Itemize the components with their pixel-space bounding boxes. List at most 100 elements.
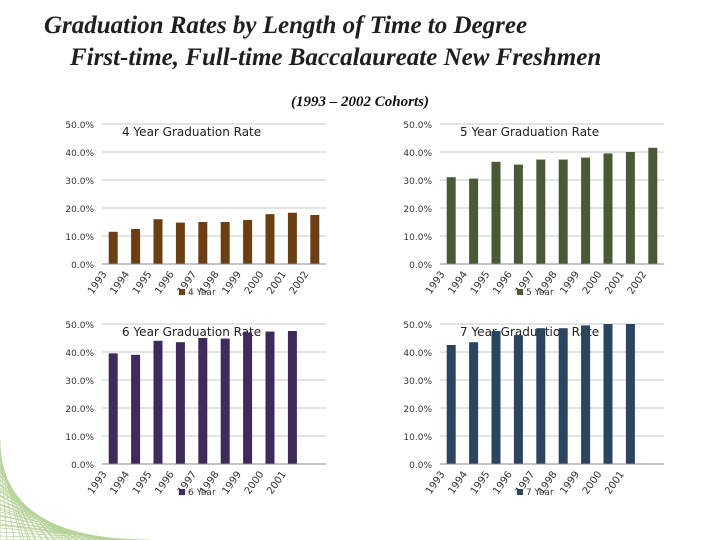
legend-swatch: [179, 489, 185, 495]
bar: [287, 331, 297, 464]
bar: [310, 215, 320, 264]
x-tick-label: 1994: [108, 269, 132, 296]
x-tick-label: 1995: [131, 469, 155, 496]
bar: [243, 220, 253, 264]
bar: [265, 331, 275, 464]
y-tick-label: 50.0%: [403, 121, 432, 131]
x-tick-label: 2000: [243, 469, 267, 496]
legend-swatch: [517, 289, 523, 295]
bar: [108, 231, 118, 264]
y-tick-label: 0.0%: [409, 461, 432, 471]
x-tick-label: 1999: [558, 269, 582, 296]
x-tick-label: 1993: [424, 469, 448, 496]
page-title-line-1: Graduation Rates by Length of Time to De…: [44, 12, 528, 39]
bar: [153, 340, 163, 464]
x-tick-label: 1993: [86, 469, 110, 496]
y-tick-label: 0.0%: [71, 461, 94, 471]
bar: [536, 328, 546, 464]
y-tick-label: 30.0%: [65, 377, 94, 387]
x-tick-label: 1996: [491, 469, 515, 496]
x-tick-label: 2001: [265, 469, 289, 496]
page-subtitle: (1993 – 2002 Cohorts): [291, 94, 429, 110]
x-tick-label: 1993: [86, 269, 110, 296]
x-tick-label: 1994: [108, 469, 132, 496]
x-tick-label: 2002: [626, 269, 650, 296]
chart-title: 6 Year Graduation Rate: [122, 325, 261, 339]
bar: [648, 147, 658, 264]
bar: [175, 342, 185, 464]
bar: [469, 342, 479, 464]
bar: [603, 153, 613, 264]
y-tick-label: 50.0%: [65, 321, 94, 331]
x-tick-label: 2002: [288, 269, 312, 296]
bar: [491, 161, 501, 264]
bar: [153, 219, 163, 264]
y-tick-label: 40.0%: [403, 149, 432, 159]
y-tick-label: 30.0%: [65, 177, 94, 187]
bar: [131, 354, 141, 464]
y-tick-label: 30.0%: [403, 177, 432, 187]
bar: [243, 332, 253, 464]
x-tick-label: 1994: [446, 269, 470, 296]
y-tick-label: 40.0%: [65, 149, 94, 159]
y-tick-label: 50.0%: [403, 321, 432, 331]
y-tick-label: 20.0%: [65, 405, 94, 415]
bar: [603, 324, 613, 464]
chart-title: 7 Year Graduation Rate: [460, 325, 599, 339]
bar: [446, 177, 456, 264]
legend-label: 7 Year: [526, 488, 554, 498]
x-tick-label: 1999: [220, 469, 244, 496]
chart-6-year: 0.0% 10.0% 20.0% 30.0% 40.0% 50.0% 6 Year Grad…: [40, 312, 340, 504]
bar: [220, 338, 230, 464]
legend-label: 5 Year: [526, 288, 554, 298]
x-tick-label: 1996: [491, 269, 515, 296]
chart-5-year: 0.0% 10.0% 20.0% 30.0% 40.0% 50.0% 5 Year Grad…: [378, 112, 678, 304]
y-tick-label: 0.0%: [71, 261, 94, 271]
bar: [558, 328, 568, 464]
bar: [446, 345, 456, 464]
y-tick-label: 20.0%: [65, 205, 94, 215]
bar: [131, 229, 141, 264]
chart-title: 4 Year Graduation Rate: [122, 125, 261, 139]
x-tick-label: 1999: [558, 469, 582, 496]
x-tick-label: 1995: [469, 469, 493, 496]
x-tick-label: 1996: [153, 469, 177, 496]
bar: [513, 335, 523, 464]
bar: [469, 178, 479, 264]
legend-swatch: [179, 289, 185, 295]
bar: [581, 325, 591, 464]
y-tick-label: 10.0%: [403, 233, 432, 243]
x-tick-label: 1993: [424, 269, 448, 296]
y-tick-label: 50.0%: [65, 121, 94, 131]
bar: [198, 222, 208, 264]
x-tick-label: 2000: [581, 469, 605, 496]
y-tick-label: 20.0%: [403, 405, 432, 415]
y-tick-label: 40.0%: [403, 349, 432, 359]
y-tick-label: 20.0%: [403, 205, 432, 215]
x-tick-label: 2000: [243, 269, 267, 296]
x-tick-label: 1999: [220, 269, 244, 296]
page-title-line-2: First-time, Full-time Baccalaureate New …: [70, 44, 602, 71]
bar: [491, 331, 501, 464]
x-tick-label: 2001: [603, 269, 627, 296]
bar: [108, 353, 118, 464]
bar: [287, 212, 297, 264]
x-tick-label: 1996: [153, 269, 177, 296]
x-tick-label: 1995: [131, 269, 155, 296]
legend-swatch: [517, 489, 523, 495]
bar: [220, 222, 230, 264]
y-tick-label: 30.0%: [403, 377, 432, 387]
y-tick-label: 10.0%: [65, 233, 94, 243]
bar: [558, 159, 568, 264]
bar: [513, 164, 523, 264]
y-tick-label: 10.0%: [403, 433, 432, 443]
x-tick-label: 1995: [469, 269, 493, 296]
bar: [625, 152, 635, 264]
chart-4-year: 0.0% 10.0% 20.0% 30.0% 40.0% 50.0% 4 Year Grad…: [40, 112, 340, 304]
bar: [198, 338, 208, 464]
y-tick-label: 0.0%: [409, 261, 432, 271]
x-tick-label: 1994: [446, 469, 470, 496]
x-tick-label: 2001: [265, 269, 289, 296]
legend-label: 4 Year: [188, 288, 216, 298]
